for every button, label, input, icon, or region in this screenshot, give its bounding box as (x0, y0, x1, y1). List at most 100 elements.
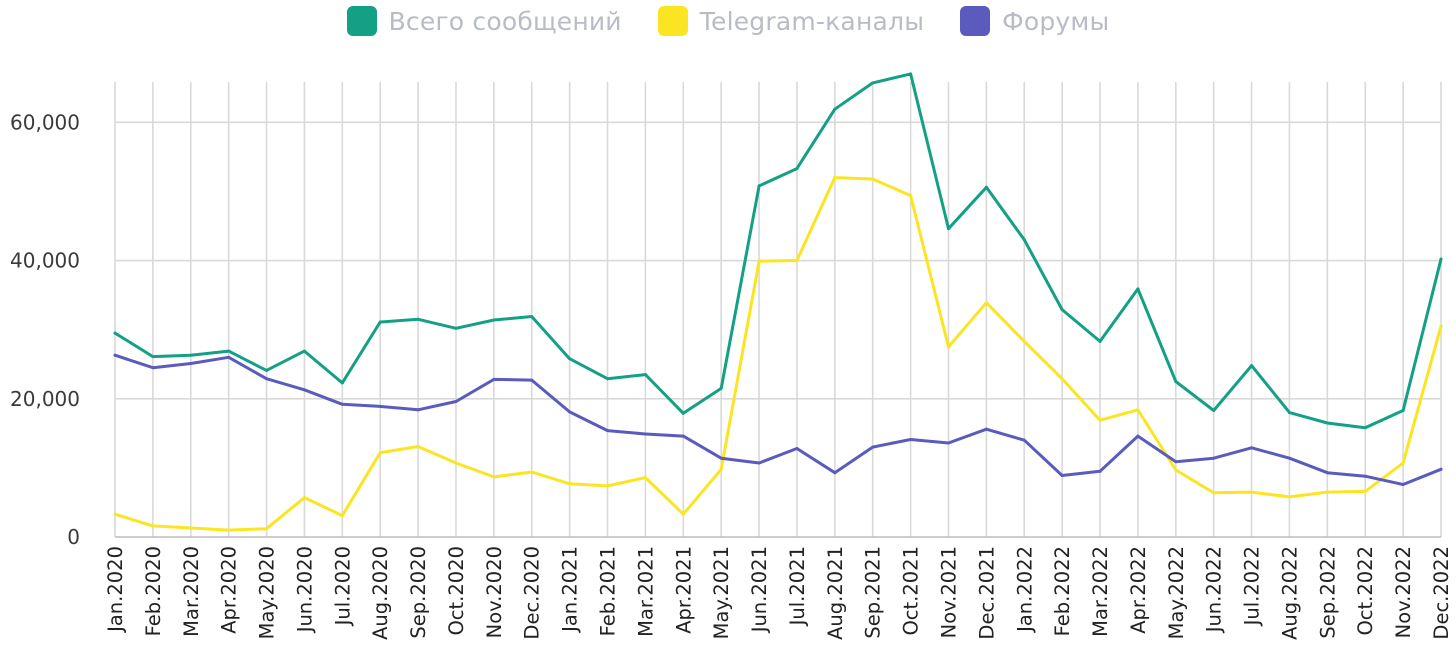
data-point (1212, 491, 1216, 495)
data-point (757, 259, 761, 263)
data-point (681, 411, 685, 415)
data-point (151, 355, 155, 359)
x-axis: Jan.2020 Feb.2020 Mar.2020 Apr.2020 May.2020… (104, 546, 1453, 640)
x-tick-label: Apr.2020 (218, 546, 241, 634)
x-tick-label: Feb.2022 (1051, 546, 1074, 636)
legend-label-total: Всего сообщений (388, 6, 622, 36)
data-point (681, 512, 685, 516)
data-point (1439, 467, 1443, 471)
data-point (1401, 482, 1405, 486)
data-point (1022, 238, 1026, 242)
data-point (795, 167, 799, 171)
data-point (946, 345, 950, 349)
data-point (568, 410, 572, 414)
data-point (340, 381, 344, 385)
data-point (833, 471, 837, 475)
data-point (871, 177, 875, 181)
x-tick-label: Mar.2020 (180, 546, 203, 637)
x-tick-label: Sep.2021 (862, 546, 885, 639)
x-tick-label: Dec.2020 (521, 546, 544, 640)
data-point (1098, 339, 1102, 343)
data-point (1136, 287, 1140, 291)
x-tick-label: Oct.2021 (900, 546, 923, 636)
data-point (227, 355, 231, 359)
data-point (1363, 489, 1367, 493)
x-tick-label: Dec.2022 (1430, 546, 1453, 640)
data-point (151, 524, 155, 528)
data-point (681, 434, 685, 438)
x-tick-label: Feb.2020 (142, 546, 165, 636)
data-point (606, 484, 610, 488)
x-tick-label: Dec.2021 (975, 546, 998, 640)
series-lines (113, 72, 1443, 532)
data-point (1401, 409, 1405, 413)
x-tick-label: Jun.2021 (748, 546, 771, 634)
data-point (1363, 426, 1367, 430)
data-point (984, 427, 988, 431)
x-tick-label: Jan.2020 (104, 546, 127, 634)
data-point (454, 461, 458, 465)
data-point (1287, 411, 1291, 415)
data-point (265, 368, 269, 372)
data-point (946, 227, 950, 231)
data-point (643, 432, 647, 436)
data-point (757, 461, 761, 465)
y-tick-label: 0 (67, 525, 80, 549)
x-tick-label: Sep.2022 (1316, 546, 1339, 639)
x-tick-label: Jun.2020 (293, 546, 316, 634)
x-tick-label: Apr.2021 (672, 546, 695, 634)
x-tick-label: Mar.2022 (1089, 546, 1112, 637)
data-point (1212, 456, 1216, 460)
y-tick-label: 20,000 (10, 387, 80, 411)
data-point (1098, 469, 1102, 473)
data-point (492, 318, 496, 322)
legend-label-telegram: Telegram-каналы (699, 6, 925, 36)
legend-item-forums[interactable]: Форумы (960, 6, 1109, 36)
y-axis: 0 20,000 40,000 60,000 (10, 110, 80, 549)
data-point (1136, 434, 1140, 438)
data-point (1060, 473, 1064, 477)
data-point (1174, 468, 1178, 472)
data-point (492, 377, 496, 381)
data-point (1250, 364, 1254, 368)
data-point (568, 482, 572, 486)
data-point (606, 377, 610, 381)
legend-swatch-telegram (657, 6, 688, 36)
data-point (1439, 257, 1443, 261)
x-tick-label: Jan.2021 (559, 546, 582, 634)
series-line-0 (113, 72, 1443, 430)
data-point (909, 72, 913, 76)
data-point (1174, 379, 1178, 383)
data-point (833, 107, 837, 111)
data-point (1325, 490, 1329, 494)
data-point (946, 441, 950, 445)
data-point (454, 326, 458, 330)
data-point (1060, 308, 1064, 312)
data-point (1174, 460, 1178, 464)
data-point (757, 184, 761, 188)
legend-item-total[interactable]: Всего сообщений (346, 6, 622, 36)
data-point (265, 527, 269, 531)
x-tick-label: Sep.2020 (407, 546, 430, 639)
data-point (340, 514, 344, 518)
data-point (227, 528, 231, 532)
data-point (416, 317, 420, 321)
x-tick-label: Oct.2020 (445, 546, 468, 636)
data-point (302, 349, 306, 353)
data-point (1363, 474, 1367, 478)
data-point (871, 81, 875, 85)
x-tick-label: Apr.2022 (1127, 546, 1150, 634)
x-tick-label: Nov.2022 (1392, 546, 1415, 638)
legend-swatch-total (346, 6, 377, 36)
data-point (1401, 461, 1405, 465)
x-tick-label: Jun.2022 (1203, 546, 1226, 634)
y-tick-label: 60,000 (10, 110, 80, 134)
data-point (1325, 471, 1329, 475)
legend-label-forums: Форумы (1002, 6, 1110, 36)
data-point (833, 176, 837, 180)
legend-item-telegram[interactable]: Telegram-каналы (657, 6, 925, 36)
data-point (302, 388, 306, 392)
x-tick-label: Nov.2021 (937, 546, 960, 638)
data-point (1250, 490, 1254, 494)
